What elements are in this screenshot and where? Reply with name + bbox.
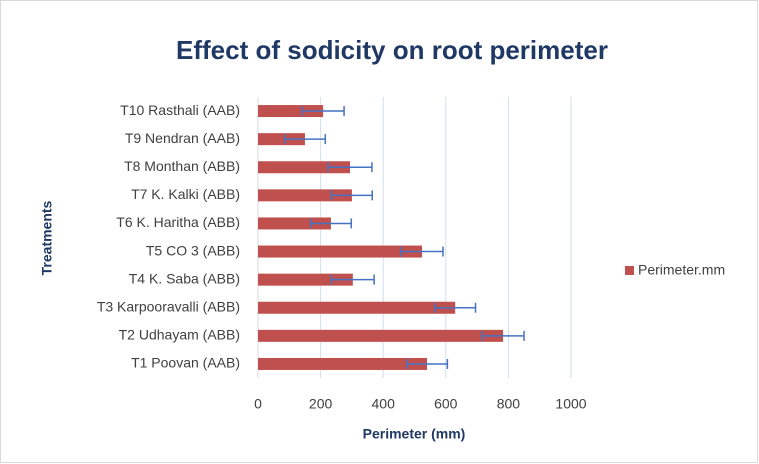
y-tick-label: T6 K. Haritha (ABB) xyxy=(116,214,240,230)
y-axis-title: Treatments xyxy=(39,200,55,275)
y-tick-label: T8 Monthan (ABB) xyxy=(124,158,240,174)
x-tick-label: 0 xyxy=(254,396,262,412)
legend-swatch xyxy=(625,266,634,275)
x-tick-label: 1000 xyxy=(555,396,586,412)
bar xyxy=(258,161,351,174)
y-tick-label: T7 K. Kalki (ABB) xyxy=(131,186,240,202)
y-tick-label: T4 K. Saba (ABB) xyxy=(129,270,240,286)
bar xyxy=(258,133,305,146)
bar xyxy=(258,273,353,286)
x-tick-label: 800 xyxy=(497,396,521,412)
x-tick-label: 200 xyxy=(309,396,333,412)
bar xyxy=(258,245,423,258)
chart-title: Effect of sodicity on root perimeter xyxy=(176,35,608,65)
x-axis-title: Perimeter (mm) xyxy=(363,426,466,442)
bar xyxy=(258,357,428,370)
bar xyxy=(258,301,456,314)
legend-label: Perimeter.mm xyxy=(638,262,725,278)
y-tick-label: T2 Udhayam (ABB) xyxy=(119,327,240,343)
bar xyxy=(258,189,352,202)
y-tick-label: T5 CO 3 (ABB) xyxy=(146,242,240,258)
x-tick-label: 600 xyxy=(434,396,458,412)
bar xyxy=(258,217,331,230)
bar xyxy=(258,329,504,342)
y-tick-label: T1 Poovan (AAB) xyxy=(131,355,240,371)
y-tick-label: T3 Karpooravalli (ABB) xyxy=(97,298,240,314)
y-tick-label: T10 Rasthali (AAB) xyxy=(120,102,240,118)
x-tick-label: 400 xyxy=(372,396,396,412)
y-tick-label: T9 Nendran (AAB) xyxy=(125,130,240,146)
bar xyxy=(258,105,324,118)
